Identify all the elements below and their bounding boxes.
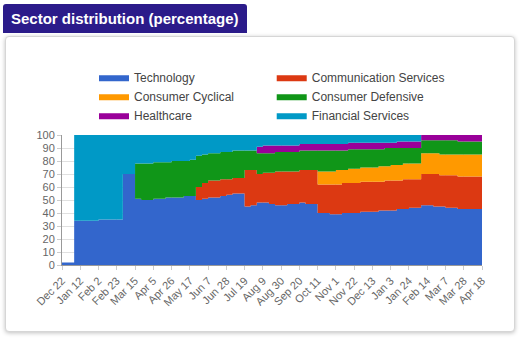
svg-text:Aug 30: Aug 30 [253,275,286,308]
svg-text:Feb 14: Feb 14 [400,275,433,308]
svg-text:Apr 18: Apr 18 [456,275,487,306]
svg-text:Feb 2: Feb 2 [75,275,103,303]
svg-text:Jan 12: Jan 12 [54,275,86,307]
svg-text:Nov 22: Nov 22 [326,275,359,308]
svg-text:Financial Services: Financial Services [312,109,409,123]
svg-text:Mar 7: Mar 7 [422,275,450,303]
svg-text:Dec 22: Dec 22 [34,275,67,308]
svg-text:20: 20 [43,233,55,245]
svg-text:60: 60 [43,181,55,193]
svg-text:Aug 9: Aug 9 [239,275,268,304]
svg-text:0: 0 [49,259,55,271]
svg-text:Technology: Technology [134,71,195,85]
svg-text:Apr 26: Apr 26 [145,275,176,306]
svg-text:Healthcare: Healthcare [134,109,192,123]
svg-text:70: 70 [43,168,55,180]
svg-text:Apr 5: Apr 5 [132,275,159,302]
svg-text:40: 40 [43,207,55,219]
svg-text:50: 50 [43,194,55,206]
svg-text:100: 100 [36,129,54,141]
svg-text:Sep 20: Sep 20 [272,275,305,308]
svg-text:Consumer Cyclical: Consumer Cyclical [134,90,234,104]
svg-text:Dec 13: Dec 13 [345,275,378,308]
svg-text:Jan 24: Jan 24 [382,275,414,307]
svg-text:Mar 28: Mar 28 [436,275,469,308]
svg-text:90: 90 [43,142,55,154]
svg-text:Communication Services: Communication Services [312,71,445,85]
svg-text:Consumer Defensive: Consumer Defensive [312,90,424,104]
svg-text:Jun 28: Jun 28 [200,275,232,307]
svg-text:30: 30 [43,220,55,232]
svg-text:Jun 7: Jun 7 [186,275,214,303]
svg-text:Jul 19: Jul 19 [221,275,250,304]
svg-text:Oct 11: Oct 11 [292,275,323,306]
svg-text:Nov 1: Nov 1 [312,275,341,304]
svg-text:Jan 3: Jan 3 [368,275,396,303]
html-text:Sector distribution (percentag: Sector distribution (percentage) [11,10,239,27]
svg-text:May 17: May 17 [161,275,195,309]
svg-text:10: 10 [43,246,55,258]
svg-text:Mar 15: Mar 15 [108,275,141,308]
svg-text:Feb 23: Feb 23 [89,275,122,308]
svg-text:80: 80 [43,155,55,167]
